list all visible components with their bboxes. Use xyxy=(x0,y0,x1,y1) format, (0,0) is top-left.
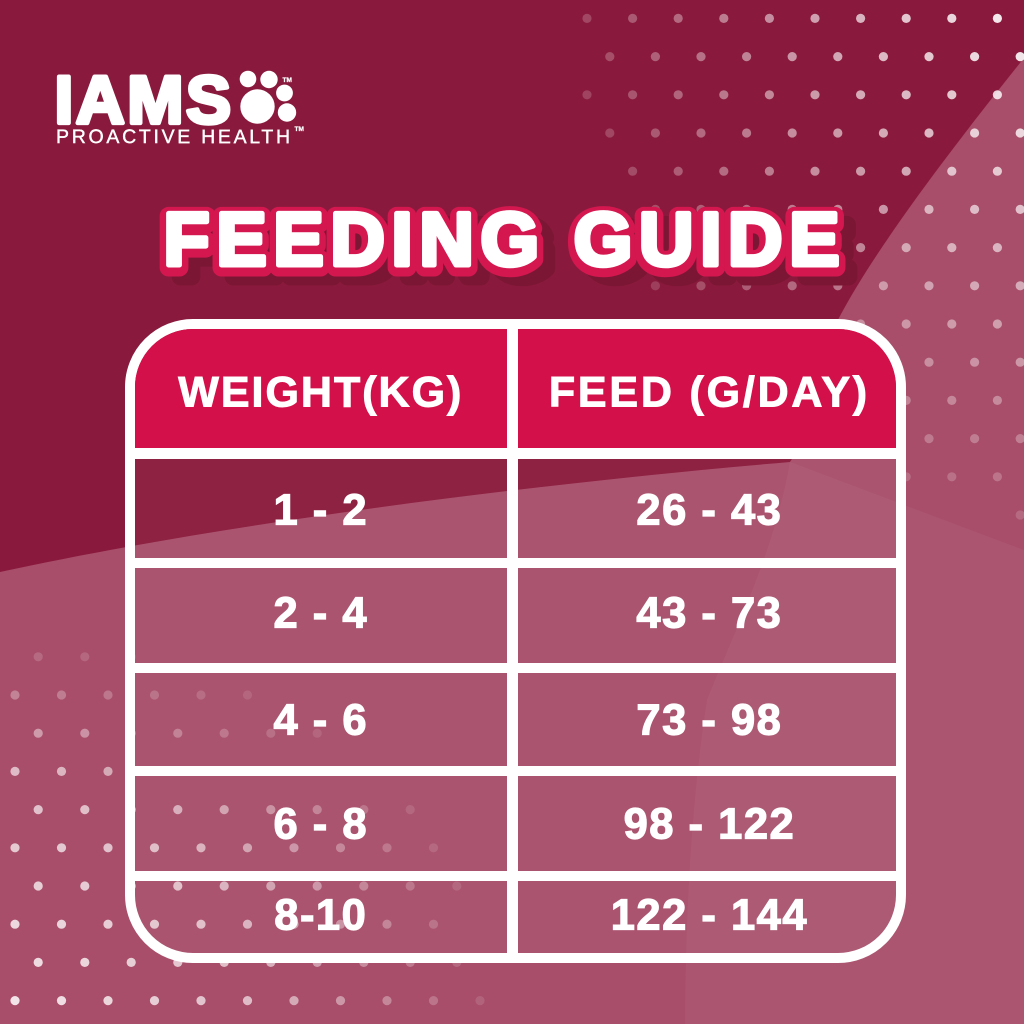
svg-text:FEEDING GUIDE: FEEDING GUIDE xyxy=(164,197,847,281)
svg-text:IAMS: IAMS xyxy=(55,63,234,138)
svg-text:FEEDING GUIDE: FEEDING GUIDE xyxy=(164,200,847,284)
svg-text:PROACTIVE HEALTH: PROACTIVE HEALTH xyxy=(56,126,293,148)
svg-text:TM: TM xyxy=(294,126,303,133)
svg-text:FEEDING GUIDE: FEEDING GUIDE xyxy=(176,209,859,293)
svg-text:TM: TM xyxy=(282,77,291,84)
